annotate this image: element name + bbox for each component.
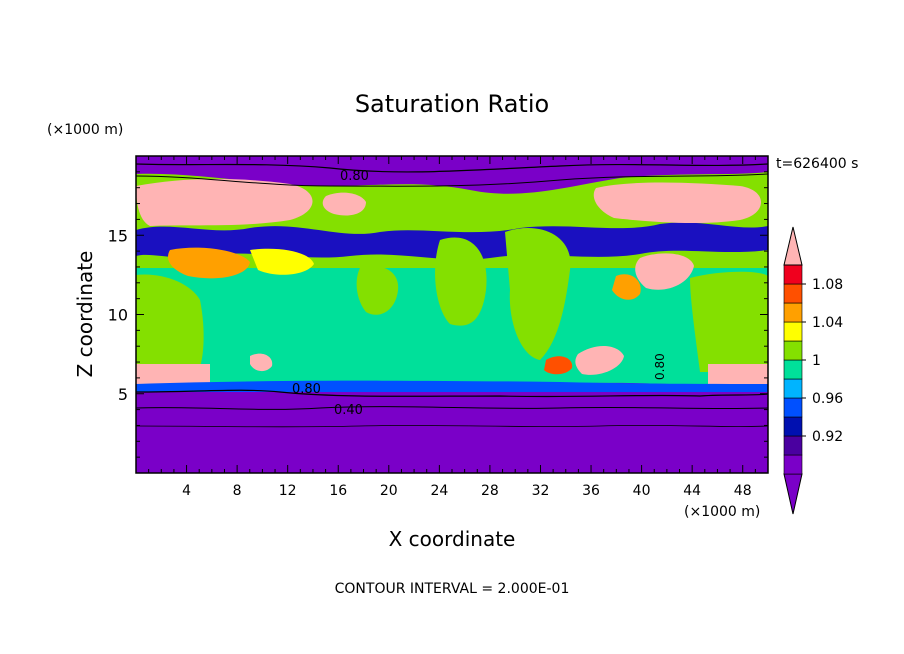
x-tick-label: 32 — [532, 483, 550, 499]
y-unit-label: (×1000 m) — [47, 122, 123, 138]
pink-patch-center — [322, 192, 366, 216]
pink-patch-low-right — [575, 345, 624, 375]
contour-label-vertical: 0.80 — [653, 353, 667, 380]
colorbar-min-triangle — [783, 473, 803, 515]
pink-patch-right-mid — [635, 253, 694, 290]
saturation-field: 0.80 0.80 0.40 0.80 — [136, 156, 768, 473]
colorbar-label: 1.04 — [812, 315, 843, 331]
contour-line-low — [136, 425, 768, 428]
colorbar-label: 0.92 — [812, 429, 843, 445]
y-tick-label: 10 — [108, 306, 128, 325]
footer-contour-interval: CONTOUR INTERVAL = 2.000E-01 — [335, 581, 570, 597]
x-unit-label: (×1000 m) — [684, 504, 760, 520]
contour-line-top — [136, 163, 768, 173]
green-column-1 — [136, 274, 204, 372]
y-axis-ticks: 5 10 15 — [108, 171, 768, 458]
colorbar-segment — [783, 359, 803, 380]
yellow-patch-left — [250, 248, 314, 275]
lower-blue-fringe — [136, 380, 768, 392]
x-tick-label: 20 — [380, 483, 398, 499]
y-tick-label: 5 — [118, 385, 128, 404]
contour-label-top: 0.80 — [340, 169, 369, 184]
x-tick-label: 36 — [582, 483, 600, 499]
shelf-left — [136, 364, 210, 384]
x-axis-ticks: 4 8 12 16 20 24 28 32 36 40 44 48 — [148, 156, 756, 499]
colorbar-segment — [783, 416, 803, 437]
x-tick-label: 48 — [734, 483, 752, 499]
colorbar-segment — [783, 302, 803, 323]
colorbar: 0.92 0.96 1 1.04 1.08 — [783, 226, 843, 515]
colorbar-segment — [783, 264, 803, 285]
colorbar-label: 1.08 — [812, 277, 843, 293]
x-tick-label: 28 — [481, 483, 499, 499]
green-column-5 — [356, 266, 399, 315]
contour-label-040: 0.40 — [334, 403, 363, 418]
contour-line-boundary — [136, 389, 768, 398]
red-patch-low-right — [544, 356, 573, 375]
x-tick-label: 16 — [329, 483, 347, 499]
orange-patch-right-mid — [612, 274, 641, 300]
green-column-3 — [505, 228, 571, 360]
colorbar-segment — [783, 340, 803, 361]
x-tick-label: 8 — [233, 483, 242, 499]
x-tick-label: 12 — [279, 483, 297, 499]
x-axis-label: X coordinate — [389, 527, 516, 551]
contour-line-upper — [136, 173, 768, 187]
green-column-4 — [690, 271, 768, 372]
green-column-2 — [435, 237, 487, 326]
x-tick-label: 40 — [633, 483, 651, 499]
colorbar-segment — [783, 397, 803, 418]
y-axis-label: Z coordinate — [73, 251, 97, 378]
colorbar-max-triangle — [783, 226, 803, 266]
colorbar-segment — [783, 283, 803, 304]
pink-patch-left — [136, 178, 313, 226]
colorbar-segment — [783, 454, 803, 475]
lower-dry-layer — [136, 392, 768, 473]
x-tick-label: 44 — [683, 483, 701, 499]
x-tick-label: 24 — [430, 483, 448, 499]
shelf-right — [708, 364, 768, 384]
orange-patch-left — [168, 247, 250, 279]
colorbar-segment — [783, 435, 803, 456]
chart-title: Saturation Ratio — [355, 90, 549, 118]
pink-patch-right — [593, 182, 761, 224]
colorbar-label: 0.96 — [812, 391, 843, 407]
contour-line-040 — [136, 406, 768, 410]
time-label: t=626400 s — [776, 156, 858, 172]
y-tick-label: 15 — [108, 226, 128, 245]
pink-patch-low-left — [250, 353, 273, 372]
colorbar-segment — [783, 378, 803, 399]
contour-label-boundary: 0.80 — [292, 382, 321, 397]
colorbar-segment — [783, 321, 803, 342]
colorbar-label: 1 — [812, 353, 821, 369]
x-tick-label: 4 — [182, 483, 191, 499]
